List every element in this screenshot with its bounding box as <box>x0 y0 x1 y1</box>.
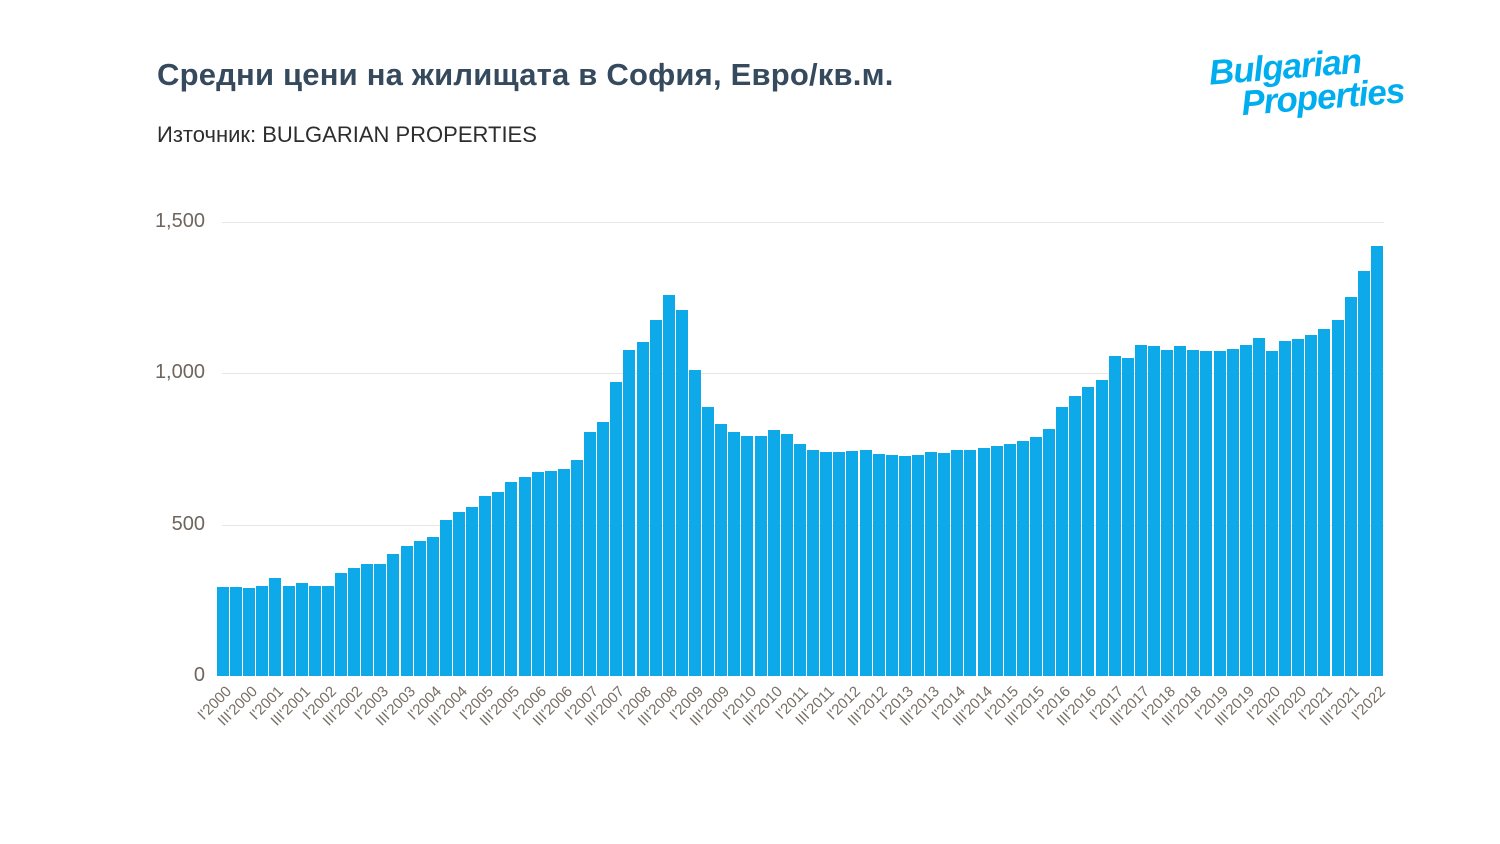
bar-III'2010 <box>767 430 780 676</box>
bar-IV'2000 <box>256 585 269 676</box>
bar-IV'2015 <box>1043 429 1056 676</box>
bar-II'2018 <box>1174 346 1187 676</box>
bar-II'2001 <box>282 585 295 676</box>
bar-I'2007 <box>584 432 597 676</box>
bar-III'2003 <box>400 546 413 676</box>
bar-IV'2009 <box>728 432 741 676</box>
bar-I'2000 <box>217 586 229 676</box>
bar-II'2014 <box>964 450 977 676</box>
bar-II'2020 <box>1279 340 1292 676</box>
bar-II'2004 <box>439 519 452 676</box>
bar-III'2011 <box>820 452 833 676</box>
bar-IV'2001 <box>308 586 321 676</box>
bar-II'2021 <box>1331 320 1344 676</box>
bar-I'2010 <box>741 436 754 676</box>
bar-III'2013 <box>925 452 938 676</box>
bar-IV'2011 <box>833 452 846 676</box>
bar-IV'2005 <box>518 476 531 676</box>
bar-III'2014 <box>977 448 990 676</box>
bar-I'2017 <box>1108 356 1121 676</box>
bar-II'2006 <box>544 470 557 676</box>
bar-III'2016 <box>1082 386 1095 676</box>
bar-IV'2021 <box>1357 271 1370 676</box>
y-tick-label: 0 <box>193 664 205 686</box>
bar-III'2004 <box>453 511 466 676</box>
y-tick-label: 500 <box>171 512 205 535</box>
bar-IV'2012 <box>885 455 898 676</box>
bar-III'2018 <box>1187 350 1200 676</box>
bar-III'2021 <box>1344 297 1357 676</box>
bar-IV'2007 <box>623 350 636 676</box>
bar-IV'2013 <box>938 452 951 676</box>
bar-III'2001 <box>295 583 308 676</box>
bar-IV'2020 <box>1305 334 1318 676</box>
bar-II'2007 <box>597 422 610 676</box>
bar-IV'2016 <box>1095 379 1108 676</box>
bar-IV'2018 <box>1200 351 1213 676</box>
bar-II'2002 <box>335 573 347 676</box>
bar-I'2013 <box>898 455 911 676</box>
bar-I'2003 <box>374 564 387 676</box>
gridline <box>222 373 1384 375</box>
bar-II'2011 <box>807 449 820 676</box>
bar-I'2021 <box>1318 328 1331 676</box>
bar-II'2012 <box>859 449 872 676</box>
bar-III'2020 <box>1292 339 1305 676</box>
bar-IV'2010 <box>780 434 793 676</box>
bar-III'2019 <box>1239 345 1252 676</box>
y-tick-label: 1,000 <box>154 361 205 384</box>
bar-I'2002 <box>321 586 334 676</box>
bar-II'2015 <box>1016 441 1029 676</box>
bar-I'2005 <box>479 496 492 676</box>
gridline <box>222 222 1384 223</box>
bar-II'2010 <box>754 436 767 676</box>
bar-II'2000 <box>230 587 243 676</box>
bar-III'2015 <box>1029 436 1042 676</box>
bar-III'2008 <box>662 295 675 676</box>
bar-II'2005 <box>492 491 505 676</box>
bar-II'2019 <box>1226 348 1239 676</box>
bar-IV'2003 <box>413 541 426 676</box>
bar-I'2004 <box>426 537 439 676</box>
bar-I'2006 <box>531 472 544 676</box>
bar-IV'2002 <box>361 564 374 676</box>
bar-I'2008 <box>636 341 649 676</box>
bar-IV'2004 <box>466 507 479 676</box>
bar-I'2016 <box>1056 406 1069 676</box>
bar-I'2011 <box>793 444 806 676</box>
bar-I'2014 <box>951 450 964 676</box>
bar-II'2017 <box>1121 357 1134 676</box>
bar-III'2007 <box>610 382 623 676</box>
y-tick-label: 1,500 <box>154 210 205 232</box>
bar-III'2009 <box>715 423 728 676</box>
bar-III'2000 <box>243 587 256 676</box>
bar-I'2019 <box>1213 351 1226 676</box>
chart-source: Източник: BULGARIAN PROPERTIES <box>157 122 537 147</box>
bar-I'2015 <box>1003 444 1016 676</box>
bar-I'2020 <box>1265 351 1278 676</box>
bar-II'2013 <box>911 454 924 676</box>
bar-II'2016 <box>1069 396 1082 676</box>
bar-I'2009 <box>689 369 702 676</box>
bar-III'2002 <box>348 567 361 676</box>
bar-I'2018 <box>1161 349 1174 676</box>
bar-III'2006 <box>557 468 570 676</box>
chart-title: Средни цени на жилищата в София, Евро/кв… <box>157 57 894 92</box>
bar-I'2012 <box>846 451 859 676</box>
bar-IV'2017 <box>1147 346 1160 676</box>
bar-IV'2006 <box>571 460 584 676</box>
bar-III'2017 <box>1134 345 1147 676</box>
bar-I'2022 <box>1370 245 1383 676</box>
bar-IV'2019 <box>1252 337 1265 676</box>
bar-III'2005 <box>505 481 518 676</box>
bar-I'2001 <box>269 577 282 676</box>
bar-III'2012 <box>872 453 885 676</box>
bar-IV'2014 <box>990 445 1003 676</box>
bar-IV'2008 <box>675 310 688 676</box>
bar-II'2003 <box>387 554 400 676</box>
bar-II'2008 <box>649 320 662 676</box>
bar-II'2009 <box>702 406 715 676</box>
